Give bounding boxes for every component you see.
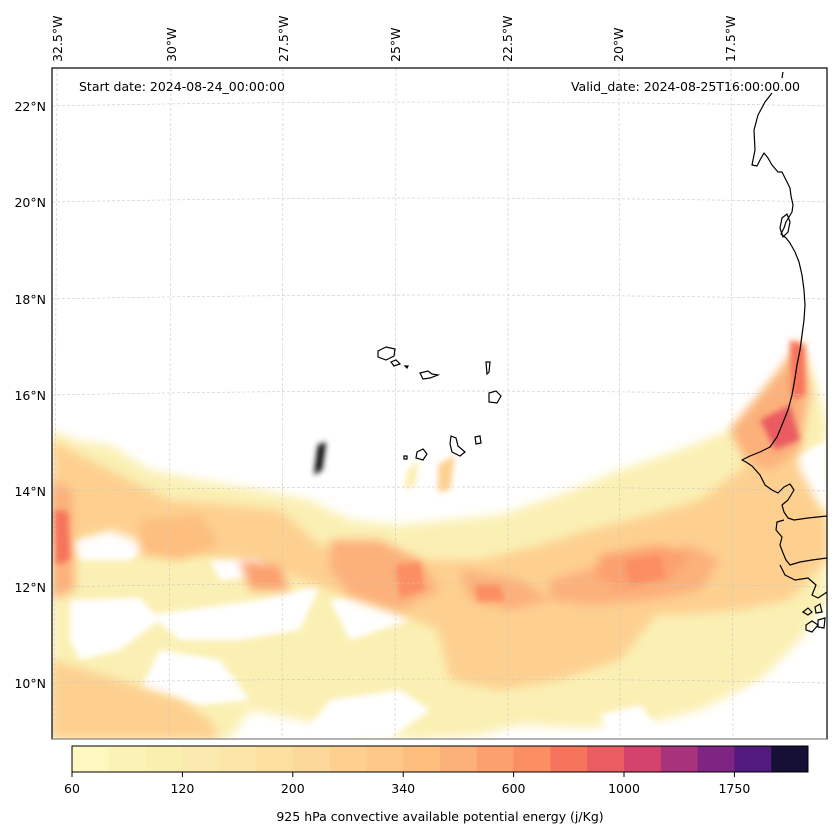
island-maio [474,435,482,445]
colorbar-tick-label: 600 [502,781,526,796]
latitude-tick-label: 10°N [14,676,46,691]
gridline-parallel [52,197,827,203]
colorbar-segment [72,746,110,772]
valid-date-annotation: Valid_date: 2024-08-25T16:00:00.00 [571,79,800,94]
colorbar-tick-label: 340 [391,781,415,796]
colorbar: 60 120 200 340 600 1000 1750 925 hPa convectiv… [64,745,809,824]
gridline-parallel [52,486,827,492]
longitude-tick-label: 30°W [164,27,179,62]
coastline-gambia-inlet [779,213,791,238]
colorbar-tick-label: 1750 [718,781,750,796]
colorbar-tick-label: 120 [170,781,194,796]
gridline-meridian [394,68,397,739]
latitude-tick-label: 14°N [14,484,46,499]
colorbar-segment [624,746,662,772]
gridline-parallel [52,678,827,684]
cape-isolated-patches [314,442,455,492]
island-sao-nicolau [419,370,441,380]
colorbar-ticks: 60 120 200 340 600 1000 1750 [64,772,750,796]
colorbar-segment [513,746,551,772]
colorbar-frame [71,745,809,773]
island-boa-vista [488,390,502,404]
gridlines [52,68,827,739]
colorbar-segment [108,746,147,772]
island-santa-luzia [403,365,409,370]
colorbar-segment [734,746,772,772]
gridline-parallel [52,582,827,588]
colorbar-label: 925 hPa convective available potential e… [276,809,603,824]
start-date-annotation: Start date: 2024-08-24_00:00:00 [79,79,285,94]
colorbar-segments [72,746,809,772]
colorbar-segment [182,746,220,772]
colorbar-tick-label: 60 [64,781,80,796]
colorbar-segment [403,746,441,772]
colorbar-segment [476,746,515,772]
latitude-tick-label: 22°N [14,99,46,114]
island-sal [485,361,491,376]
colorbar-segment [366,746,404,772]
island-sao-vicente [390,359,402,367]
cape-gaps [52,68,827,739]
colorbar-segment [292,746,331,772]
longitude-tick-label: 25°W [388,27,403,62]
colorbar-segment [440,746,478,772]
colorbar-segment [697,746,735,772]
longitude-tick-label: 22.5°W [500,16,515,62]
colorbar-segment [145,746,183,772]
colorbar-tick-label: 200 [281,781,305,796]
colorbar-tick-label: 1000 [608,781,640,796]
longitude-tick-label: 17.5°W [723,16,738,62]
gridline-meridian [168,68,172,739]
colorbar-segment [660,746,699,772]
colorbar-segment [219,746,257,772]
island-brava [403,455,408,460]
cape-field [52,68,827,739]
latitude-tick-label: 16°N [14,388,46,403]
colorbar-segment [587,746,625,772]
cape-high-band [52,340,810,610]
coastline-west-africa [741,71,827,599]
longitude-tick-label: 32.5°W [50,16,65,62]
bijagos-islands [801,603,826,633]
map-content [52,68,827,739]
latitude-tick-label: 18°N [14,292,46,307]
gridline-meridian [281,68,284,739]
latitude-tick-label: 12°N [14,580,46,595]
longitude-labels: 32.5°W 30°W 27.5°W 25°W 22.5°W 20°W 17.5°W [50,16,738,62]
colorbar-segment [329,746,367,772]
latitude-tick-label: 20°N [14,195,46,210]
colorbar-segment [256,746,294,772]
longitude-tick-label: 27.5°W [276,16,291,62]
gridline-parallel [52,294,827,300]
gridline-meridian [53,68,58,739]
gridline-parallel [52,101,827,107]
island-fogo [415,448,428,461]
island-santiago [449,435,466,457]
gridline-meridian [618,68,621,739]
longitude-tick-label: 20°W [611,27,626,62]
island-santo-antao [377,346,396,361]
cape-verde-islands [377,346,502,461]
gridline-meridian [730,68,734,739]
colorbar-segment [771,746,809,772]
gridline-parallel [52,390,827,396]
colorbar-segment [550,746,588,772]
latitude-labels: 22°N 20°N 18°N 16°N 14°N 12°N 10°N [14,99,46,691]
cape-peaks [54,340,805,602]
